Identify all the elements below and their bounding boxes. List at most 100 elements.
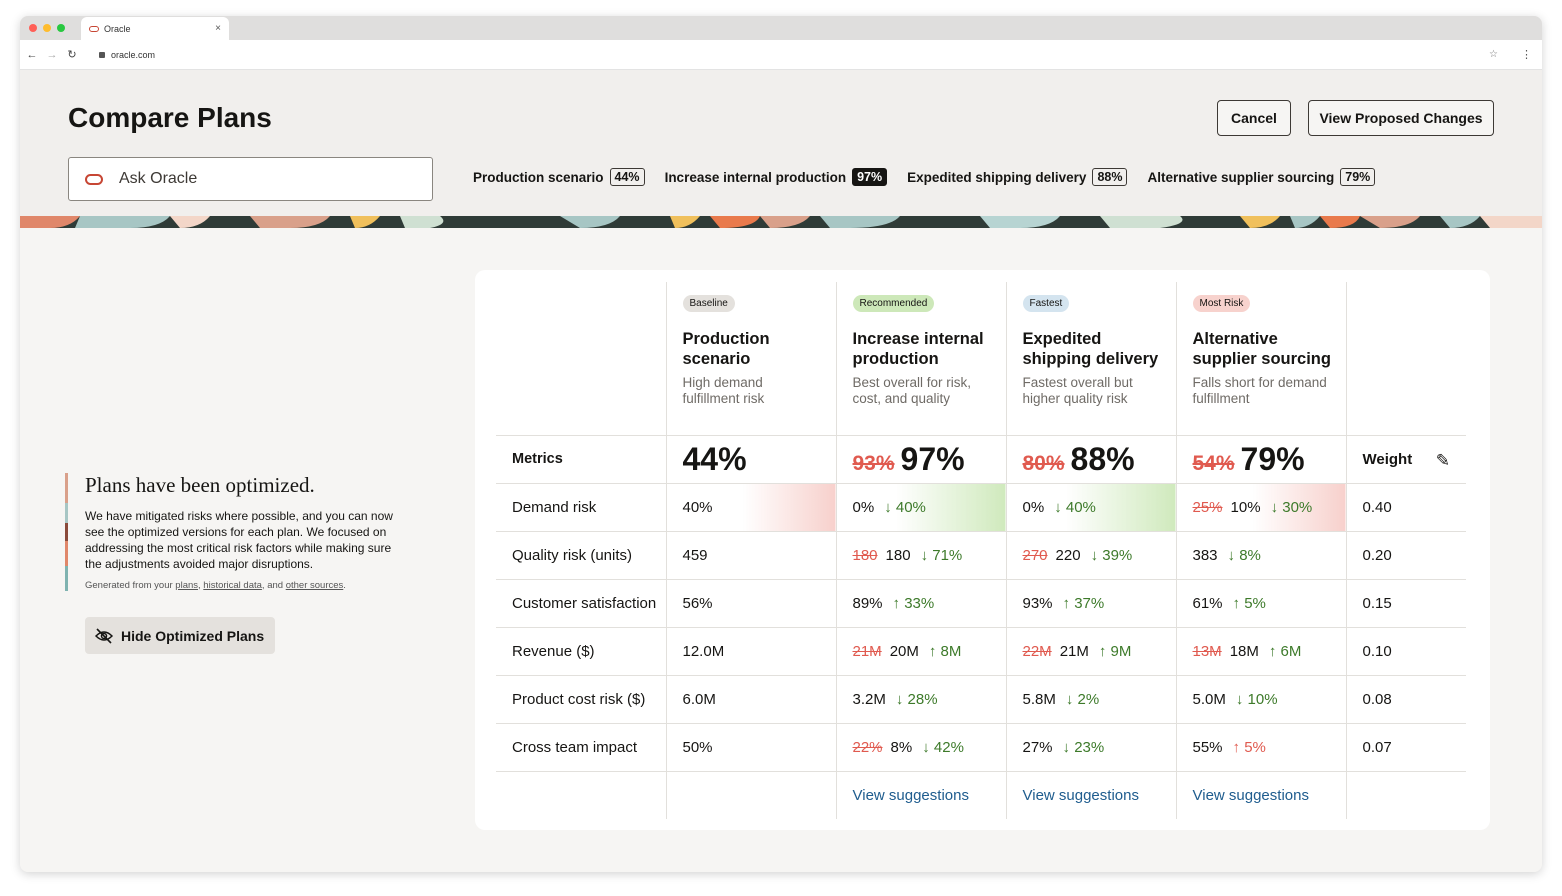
metric-delta: ↑ 5% [1232, 738, 1266, 756]
edit-weights-icon[interactable]: ✎ [1435, 450, 1450, 470]
source-end: . [343, 580, 346, 591]
other-sources-link[interactable]: other sources [285, 580, 344, 591]
metric-label: Revenue ($) [496, 626, 666, 675]
metric-cell: 22M 21M ↑ 9M [1005, 626, 1176, 675]
metric-row: Cross team impact 50% 22% 8% ↓ 42% 27% ↓ 23… [496, 722, 1466, 771]
page-header: Compare Plans Cancel View Proposed Chang… [20, 70, 1542, 216]
plan-score: 79% [1240, 440, 1305, 477]
plan-score: 97% [900, 440, 965, 477]
oracle-logo-icon [85, 173, 103, 185]
metric-value: 180 [885, 546, 911, 564]
metric-value: 0% [852, 498, 875, 516]
metric-value: 55% [1192, 738, 1223, 756]
plan-header: Recommended Increase internal production… [835, 282, 1006, 435]
minimize-window-button[interactable] [43, 24, 51, 32]
ask-oracle-input[interactable]: Ask Oracle [68, 157, 433, 201]
score-chip: Alternative supplier sourcing 79% [1147, 168, 1376, 186]
browser-tab[interactable]: Oracle × [81, 17, 229, 40]
previous-value: 25% [1192, 498, 1223, 516]
lock-icon [99, 51, 105, 58]
plan-description: Best overall for risk, cost, and quality [852, 375, 972, 406]
metric-value: 0% [1022, 498, 1045, 516]
maximize-window-button[interactable] [57, 24, 65, 32]
metrics-label: Metrics [496, 434, 666, 483]
window-controls [29, 24, 65, 32]
tab-close-icon[interactable]: × [215, 23, 221, 34]
view-suggestions-link[interactable]: View suggestions [1022, 786, 1139, 804]
reload-icon[interactable]: ↻ [67, 49, 77, 61]
previous-value: 22% [852, 738, 883, 756]
weight-value: 0.07 [1345, 722, 1466, 771]
bookmark-star-icon[interactable]: ☆ [1489, 49, 1498, 60]
metric-delta: ↓ 40% [1054, 498, 1096, 516]
empty-cell [1345, 282, 1466, 435]
metric-delta: ↑ 33% [892, 594, 935, 612]
browser-window: Oracle × ← → ↻ oracle.com ☆ ⋮ Compare Pl… [20, 16, 1542, 872]
metric-cell: 25% 10% ↓ 30% [1175, 482, 1346, 531]
metric-row: Revenue ($) 12.0M 21M 20M ↑ 8M 22M 21M ↑ 9M … [496, 626, 1466, 675]
hide-optimized-plans-label: Hide Optimized Plans [121, 627, 265, 644]
empty-cell [665, 770, 836, 819]
plan-header: Fastest Expedited shipping delivery Fast… [1005, 282, 1176, 435]
forward-icon[interactable]: → [46, 48, 58, 61]
metric-value: 21M [1059, 642, 1089, 660]
score-cell: 93% 97% [835, 434, 1006, 483]
metric-delta: ↓ 10% [1235, 690, 1278, 708]
metric-value: 6.0M [682, 690, 716, 708]
metric-delta: ↓ 8% [1227, 546, 1261, 564]
metric-delta: ↑ 5% [1232, 594, 1266, 612]
metric-cell: 5.0M ↓ 10% [1175, 674, 1346, 723]
previous-score: 80% [1022, 451, 1065, 475]
chip-label: Expedited shipping delivery [907, 169, 1087, 185]
metric-cell: 22% 8% ↓ 42% [835, 722, 1006, 771]
weight-value: 0.15 [1345, 578, 1466, 627]
source-separator: , [198, 580, 204, 591]
weight-value: 0.08 [1345, 674, 1466, 723]
historical-data-link[interactable]: historical data [203, 580, 262, 591]
note-heading: Plans have been optimized. [85, 473, 315, 497]
metric-value: 383 [1192, 546, 1218, 564]
suggestions-cell: View suggestions [835, 770, 1006, 819]
metric-label: Quality risk (units) [496, 530, 666, 579]
metric-label: Product cost risk ($) [496, 674, 666, 723]
view-proposed-changes-button[interactable]: View Proposed Changes [1308, 100, 1494, 136]
browser-menu-icon[interactable]: ⋮ [1521, 49, 1532, 61]
previous-value: 180 [852, 546, 878, 564]
source-separator: , and [261, 580, 286, 591]
metric-value: 89% [852, 594, 883, 612]
plan-header: Baseline Production scenario High demand… [665, 282, 836, 435]
view-suggestions-link[interactable]: View suggestions [1192, 786, 1309, 804]
plan-description: Fastest overall but higher quality risk [1022, 375, 1133, 406]
metric-delta: ↑ 6M [1268, 642, 1302, 660]
back-icon[interactable]: ← [26, 48, 38, 61]
metric-delta: ↓ 39% [1090, 546, 1133, 564]
metric-value: 5.0M [1192, 690, 1226, 708]
plan-score: 88% [1070, 440, 1135, 477]
baseline-badge: Baseline [682, 295, 735, 312]
score-chip: Production scenario 44% [473, 168, 645, 186]
metric-cell: 180 180 ↓ 71% [835, 530, 1006, 579]
metric-delta: ↓ 30% [1270, 498, 1313, 516]
suggestions-row: View suggestions View suggestions View s… [496, 770, 1466, 819]
plan-header: Most Risk Alternative supplier sourcing … [1175, 282, 1346, 435]
chip-label: Production scenario [473, 169, 604, 185]
plans-link[interactable]: plans [175, 580, 199, 591]
metric-delta: ↑ 37% [1062, 594, 1105, 612]
metric-delta: ↓ 28% [895, 690, 938, 708]
hide-optimized-plans-button[interactable]: Hide Optimized Plans [85, 617, 275, 654]
view-suggestions-link[interactable]: View suggestions [852, 786, 969, 804]
ask-oracle-placeholder: Ask Oracle [119, 170, 198, 187]
plan-name: Production scenario [682, 330, 770, 368]
metric-value: 50% [682, 738, 713, 756]
close-window-button[interactable] [29, 24, 37, 32]
cancel-button[interactable]: Cancel [1217, 100, 1291, 136]
url-field[interactable]: oracle.com [99, 50, 155, 60]
comparison-card: Baseline Production scenario High demand… [475, 270, 1490, 830]
metric-row: Customer satisfaction 56% 89% ↑ 33% 93% ↑ … [496, 578, 1466, 627]
tab-title: Oracle [104, 23, 131, 34]
plan-header-row: Baseline Production scenario High demand… [496, 282, 1466, 435]
comparison-table: Baseline Production scenario High demand… [496, 282, 1466, 819]
metric-cell: 0% ↓ 40% [835, 482, 1006, 531]
recommended-badge: Recommended [852, 295, 935, 312]
weight-value: 0.10 [1345, 626, 1466, 675]
